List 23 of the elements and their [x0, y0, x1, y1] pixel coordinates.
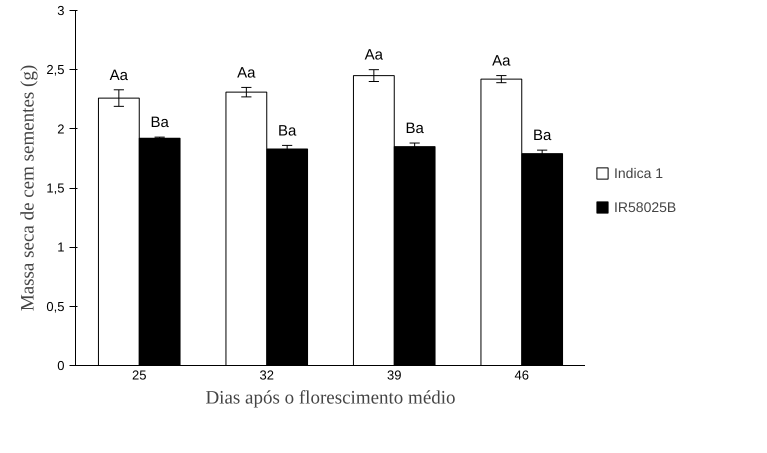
y-tick-label: 0 [57, 358, 65, 373]
x-tick-label: 39 [387, 368, 402, 382]
y-tick-label: 1 [57, 240, 65, 255]
y-tick-label: 0,5 [46, 298, 65, 314]
data-label: Ba [405, 120, 424, 138]
legend-label: Indica 1 [614, 165, 664, 181]
legend-label: IR58025B [614, 199, 676, 215]
x-tick-label: 46 [514, 368, 529, 382]
y-tick-label: 3 [57, 3, 65, 18]
x-tick-label: 32 [260, 368, 274, 382]
data-label: Ba [278, 122, 297, 140]
y-tick-label: 2,5 [46, 62, 65, 78]
data-label: Aa [110, 66, 129, 84]
y-axis-title: Massa seca de cem sementes (g) [17, 64, 38, 312]
data-label: Ba [532, 127, 552, 144]
data-label: Aa [237, 64, 256, 82]
y-tick-label: 2 [57, 121, 65, 136]
data-label: Aa [364, 46, 384, 64]
data-label: Aa [492, 52, 512, 70]
data-label: Ba [150, 114, 170, 132]
x-axis-title: Dias após o florescimento médio [205, 388, 456, 408]
y-tick-label: 1,5 [46, 180, 65, 196]
x-tick-label: 25 [132, 368, 146, 382]
